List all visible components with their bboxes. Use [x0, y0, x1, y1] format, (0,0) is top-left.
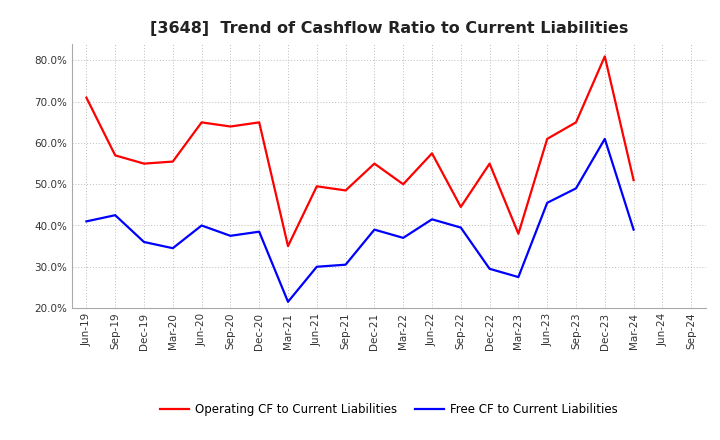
Line: Operating CF to Current Liabilities: Operating CF to Current Liabilities	[86, 56, 634, 246]
Line: Free CF to Current Liabilities: Free CF to Current Liabilities	[86, 139, 634, 302]
Operating CF to Current Liabilities	[456, 204, 465, 209]
Free CF to Current Liabilities	[399, 235, 408, 241]
Free CF to Current Liabilities	[140, 239, 148, 245]
Free CF to Current Liabilities	[456, 225, 465, 230]
Operating CF to Current Liabilities	[485, 161, 494, 166]
Operating CF to Current Liabilities	[284, 243, 292, 249]
Operating CF to Current Liabilities	[572, 120, 580, 125]
Free CF to Current Liabilities	[197, 223, 206, 228]
Operating CF to Current Liabilities	[82, 95, 91, 100]
Free CF to Current Liabilities	[82, 219, 91, 224]
Operating CF to Current Liabilities	[428, 150, 436, 156]
Free CF to Current Liabilities	[284, 299, 292, 304]
Free CF to Current Liabilities	[312, 264, 321, 269]
Free CF to Current Liabilities	[428, 216, 436, 222]
Free CF to Current Liabilities	[226, 233, 235, 238]
Free CF to Current Liabilities	[543, 200, 552, 205]
Free CF to Current Liabilities	[600, 136, 609, 142]
Legend: Operating CF to Current Liabilities, Free CF to Current Liabilities: Operating CF to Current Liabilities, Fre…	[155, 398, 623, 421]
Operating CF to Current Liabilities	[168, 159, 177, 164]
Operating CF to Current Liabilities	[255, 120, 264, 125]
Operating CF to Current Liabilities	[514, 231, 523, 236]
Free CF to Current Liabilities	[111, 213, 120, 218]
Free CF to Current Liabilities	[168, 246, 177, 251]
Free CF to Current Liabilities	[341, 262, 350, 268]
Operating CF to Current Liabilities	[399, 182, 408, 187]
Operating CF to Current Liabilities	[197, 120, 206, 125]
Operating CF to Current Liabilities	[600, 54, 609, 59]
Operating CF to Current Liabilities	[312, 183, 321, 189]
Operating CF to Current Liabilities	[543, 136, 552, 142]
Free CF to Current Liabilities	[629, 227, 638, 232]
Operating CF to Current Liabilities	[111, 153, 120, 158]
Free CF to Current Liabilities	[485, 266, 494, 271]
Free CF to Current Liabilities	[255, 229, 264, 235]
Operating CF to Current Liabilities	[140, 161, 148, 166]
Free CF to Current Liabilities	[370, 227, 379, 232]
Free CF to Current Liabilities	[514, 275, 523, 280]
Free CF to Current Liabilities	[572, 186, 580, 191]
Operating CF to Current Liabilities	[370, 161, 379, 166]
Operating CF to Current Liabilities	[341, 188, 350, 193]
Title: [3648]  Trend of Cashflow Ratio to Current Liabilities: [3648] Trend of Cashflow Ratio to Curren…	[150, 21, 628, 36]
Operating CF to Current Liabilities	[629, 177, 638, 183]
Operating CF to Current Liabilities	[226, 124, 235, 129]
